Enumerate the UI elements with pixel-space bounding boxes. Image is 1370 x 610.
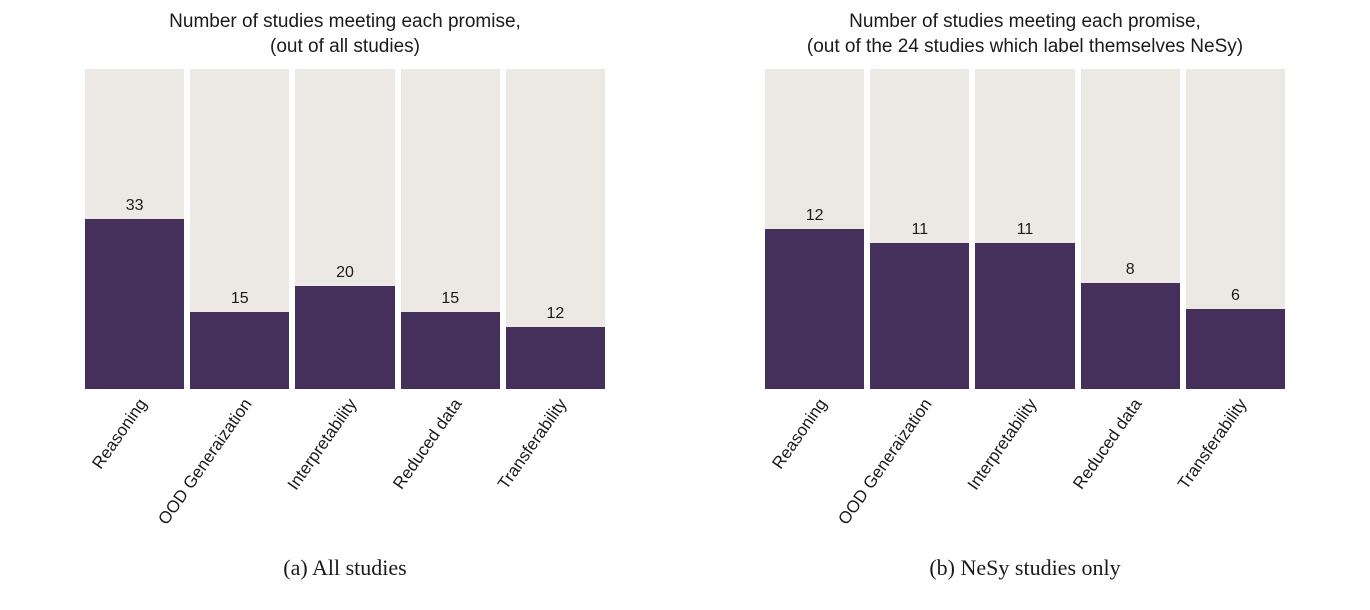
x-labels-a: Reasoning OOD Generaization Interpretabi… [85,395,605,545]
x-label-slot: Transferability [1186,395,1285,545]
x-label-slot: OOD Generaization [870,395,969,545]
x-labels-b: Reasoning OOD Generaization Interpretabi… [765,395,1285,545]
bar-slot: 15 [401,69,500,389]
bar-slot: 20 [295,69,394,389]
x-label-slot: Reduced data [401,395,500,545]
chart-title-b: Number of studies meeting each promise, … [807,10,1243,59]
panel-b: Number of studies meeting each promise, … [745,10,1305,600]
panel-caption-a: (a) All studies [283,555,406,581]
bar-value-label: 15 [190,290,289,312]
x-label: Interpretability [964,395,1042,494]
bar-value-label: 12 [506,305,605,327]
bar-slot: 6 [1186,69,1285,389]
x-label-slot: Interpretability [295,395,394,545]
chart-area-b: 12 11 11 8 [765,69,1285,389]
bar-fg: 12 [506,327,605,389]
bar-slot: 15 [190,69,289,389]
bar-fg: 11 [975,243,1074,390]
bar-value-label: 12 [765,207,864,229]
x-label: Reduced data [389,395,466,493]
panel-caption-b: (b) NeSy studies only [929,555,1120,581]
bar-slot: 33 [85,69,184,389]
x-label: Interpretability [284,395,362,494]
bar-fg: 15 [190,312,289,389]
bar-fg: 12 [765,229,864,389]
chart-title-a: Number of studies meeting each promise, … [169,10,521,59]
bar-fg: 11 [870,243,969,390]
bar-value-label: 20 [295,264,394,286]
bar-value-label: 11 [975,221,1074,243]
bar-slot: 11 [870,69,969,389]
bar-fg: 20 [295,286,394,389]
bar-value-label: 11 [870,221,969,243]
bar-fg: 15 [401,312,500,389]
bar-value-label: 6 [1186,287,1285,309]
bar-slot: 8 [1081,69,1180,389]
x-label: Reduced data [1069,395,1146,493]
bar-fg: 33 [85,219,184,389]
figure: Number of studies meeting each promise, … [0,0,1370,610]
bar-value-label: 33 [85,197,184,219]
x-label-slot: OOD Generaization [190,395,289,545]
bar-value-label: 8 [1081,261,1180,283]
bar-fg: 8 [1081,283,1180,390]
bar-slot: 12 [506,69,605,389]
bar-slot: 11 [975,69,1074,389]
bar-value-label: 15 [401,290,500,312]
x-label: Reasoning [88,395,151,473]
bar-slot: 12 [765,69,864,389]
x-label: Reasoning [768,395,831,473]
chart-area-a: 33 15 20 15 [85,69,605,389]
x-label: Transferability [495,395,572,493]
x-label: Transferability [1175,395,1252,493]
bar-fg: 6 [1186,309,1285,389]
x-label-slot: Transferability [506,395,605,545]
panel-a: Number of studies meeting each promise, … [65,10,625,600]
x-label-slot: Reduced data [1081,395,1180,545]
x-label-slot: Interpretability [975,395,1074,545]
